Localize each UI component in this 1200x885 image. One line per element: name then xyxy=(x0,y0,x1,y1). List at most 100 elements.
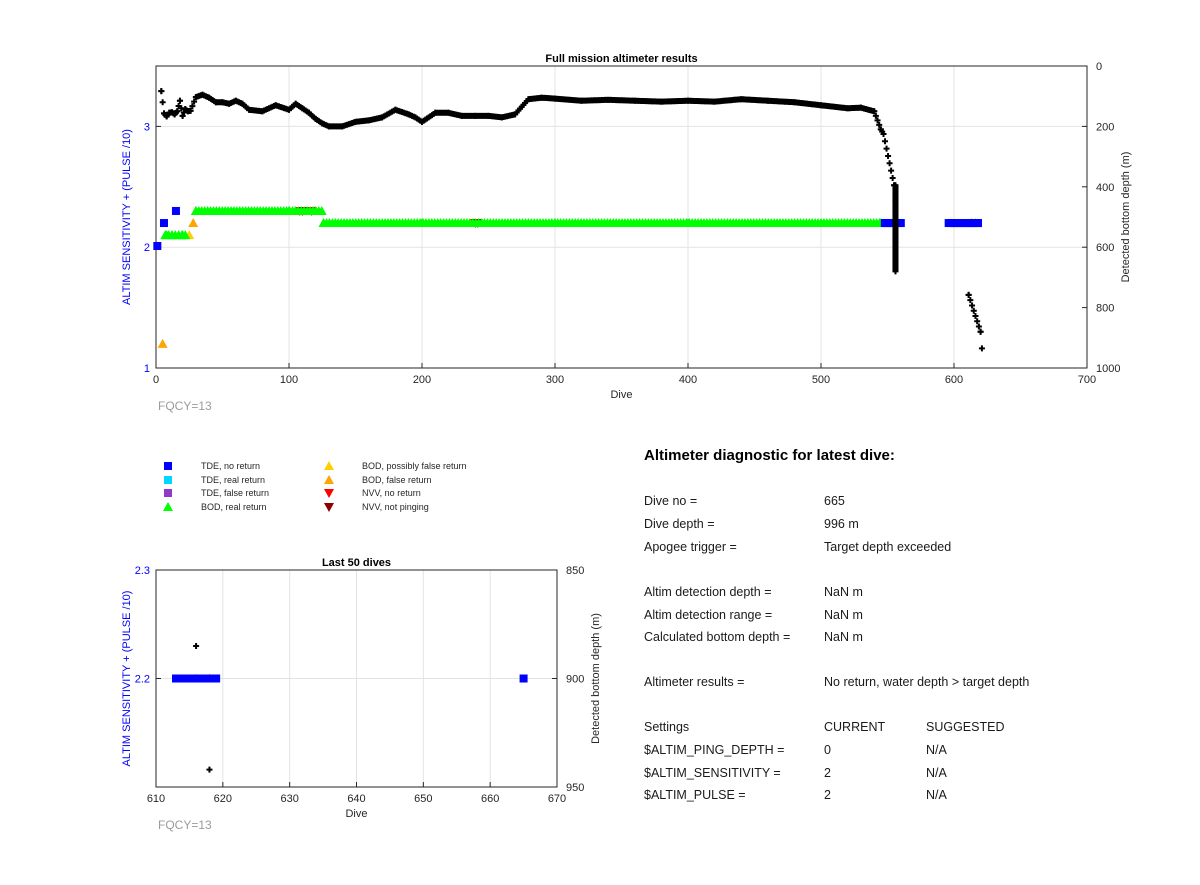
depth-marker xyxy=(286,106,292,113)
tde-no-return-marker xyxy=(153,241,162,250)
nvv-not-pinging-legend-marker xyxy=(324,503,334,512)
dive-depth-value: 996 m xyxy=(824,517,859,531)
sensitivity-current: 2 xyxy=(824,766,831,780)
sensitivity-suggested: N/A xyxy=(926,766,947,780)
depth-marker xyxy=(791,99,798,106)
depth-marker xyxy=(319,120,326,127)
suggested-header: SUGGESTED xyxy=(926,720,1005,734)
chart1-fqcy-annotation: FQCY=13 xyxy=(158,818,212,832)
depth-marker xyxy=(365,117,372,124)
tde-no-return-marker xyxy=(190,674,199,683)
depth-marker xyxy=(970,307,977,314)
depth-marker xyxy=(174,108,181,115)
ping-depth-current: 0 xyxy=(824,743,831,757)
depth-marker xyxy=(552,95,558,102)
tde-no-return-marker xyxy=(209,674,218,683)
tde-no-return-marker xyxy=(200,674,209,683)
depth-marker xyxy=(892,268,899,275)
depth-marker xyxy=(212,99,219,106)
tde-no-return-marker xyxy=(181,674,190,683)
tde-no-return-marker xyxy=(176,674,185,683)
depth-marker xyxy=(159,99,166,106)
chart1-title: Last 50 dives xyxy=(322,557,391,569)
chart1-x-tick-label: 670 xyxy=(548,793,566,805)
chart1-x-tick-label: 660 xyxy=(481,793,499,805)
tde-false-return-legend-marker xyxy=(164,489,172,497)
chart1-x-tick-label: 650 xyxy=(414,793,432,805)
tde-no-return-marker xyxy=(186,674,195,683)
chart0-x-tick-label: 200 xyxy=(413,374,431,386)
chart1-xlabel: Dive xyxy=(345,808,367,820)
chart1-series xyxy=(172,642,528,773)
chart0-yl-tick-label: 2 xyxy=(144,242,150,254)
chart1-yl-tick-label: 2.2 xyxy=(135,674,150,686)
depth-marker xyxy=(877,126,884,133)
depth-marker xyxy=(193,642,200,649)
bod-possibly-false-legend-marker xyxy=(324,461,334,470)
legend-label-bod-false-return: BOD, false return xyxy=(362,475,432,485)
tde-no-return-legend-marker xyxy=(164,462,172,470)
depth-marker xyxy=(891,182,898,189)
chart0-yr-tick-label: 800 xyxy=(1096,303,1114,315)
chart1-x-tick-label: 630 xyxy=(280,793,298,805)
depth-marker xyxy=(179,112,186,119)
depth-marker xyxy=(967,297,974,304)
depth-marker xyxy=(685,97,691,104)
depth-marker xyxy=(171,111,178,118)
depth-marker xyxy=(892,197,899,204)
tde-no-return-marker xyxy=(172,674,181,683)
depth-marker xyxy=(818,102,824,109)
chart1-yr-tick-label: 950 xyxy=(566,782,584,794)
depth-marker xyxy=(872,112,879,119)
bod-real-return-legend-marker xyxy=(163,502,173,511)
detection-range-label: Altim detection range = xyxy=(644,608,773,622)
chart0-x-tick-label: 600 xyxy=(945,374,963,386)
depth-marker xyxy=(232,97,239,104)
tde-no-return-marker xyxy=(973,219,982,228)
chart0-yl-tick-label: 1 xyxy=(144,363,150,375)
calculated-depth-value: NaN m xyxy=(824,630,863,644)
depth-marker xyxy=(405,111,412,118)
legend-label-tde-no-return: TDE, no return xyxy=(201,461,260,471)
chart1-yl-tick-label: 2.3 xyxy=(135,565,150,577)
depth-marker xyxy=(876,121,883,128)
depth-marker xyxy=(226,100,233,107)
depth-marker xyxy=(219,99,226,106)
sensitivity-label: $ALTIM_SENSITIVITY = xyxy=(644,766,781,780)
depth-marker xyxy=(888,167,895,174)
tde-real-return-legend-marker xyxy=(164,476,172,484)
dive-depth-label: Dive depth = xyxy=(644,517,715,531)
chart0-title: Full mission altimeter results xyxy=(545,53,697,65)
depth-marker xyxy=(882,138,889,145)
pulse-label: $ALTIM_PULSE = xyxy=(644,788,746,802)
depth-marker xyxy=(259,108,266,115)
depth-marker xyxy=(191,98,198,105)
depth-marker xyxy=(352,118,359,125)
depth-marker xyxy=(412,114,419,121)
current-header: CURRENT xyxy=(824,720,886,734)
depth-marker xyxy=(857,104,864,111)
depth-marker xyxy=(498,114,505,121)
legend-label-tde-real-return: TDE, real return xyxy=(201,475,265,485)
depth-marker xyxy=(965,291,972,298)
tde-no-return-marker xyxy=(204,674,213,683)
depth-marker xyxy=(658,98,665,105)
bod-false-return-marker xyxy=(188,218,199,228)
depth-marker xyxy=(738,96,745,103)
chart0-x-tick-label: 300 xyxy=(546,374,564,386)
depth-marker xyxy=(312,115,319,122)
detection-depth-value: NaN m xyxy=(824,585,863,599)
depth-marker xyxy=(246,106,253,113)
depth-marker xyxy=(305,109,312,116)
depth-marker xyxy=(969,302,976,309)
legend-label-bod-real-return: BOD, real return xyxy=(201,502,267,512)
chart0-yr-tick-label: 0 xyxy=(1096,61,1102,73)
altimeter-results-label: Altimeter results = xyxy=(644,675,745,689)
depth-marker xyxy=(885,152,892,159)
bod-real-return-marker xyxy=(180,230,191,240)
chart1-yr-tick-label: 850 xyxy=(566,565,584,577)
depth-marker xyxy=(578,97,585,104)
depth-marker xyxy=(272,102,279,109)
ping-depth-suggested: N/A xyxy=(926,743,947,757)
